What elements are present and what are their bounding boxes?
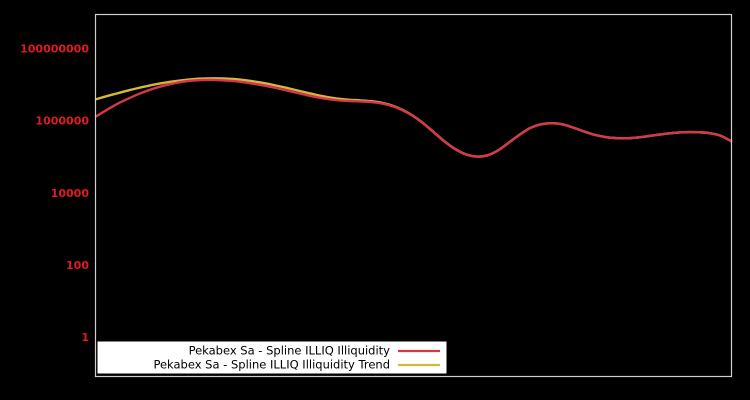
y-axis-tick-3: 1000000 — [35, 115, 89, 128]
series-line-0 — [94, 78, 733, 158]
legend-label-1[interactable]: Pekabex Sa - Spline ILLIQ Illiquidity Tr… — [153, 358, 390, 372]
legend-background — [97, 341, 447, 374]
chart-legend[interactable]: Pekabex Sa - Spline ILLIQ IlliquidityPek… — [97, 341, 447, 374]
y-axis-tick-0: 1 — [81, 331, 89, 344]
data-series-group — [94, 77, 733, 158]
plot-frame — [94, 13, 733, 378]
y-axis-tick-4: 100000000 — [20, 43, 89, 56]
y-axis-tick-labels: 1 100 10000 1000000 100000000 — [20, 43, 89, 344]
y-axis-tick-2: 10000 — [51, 187, 90, 200]
y-axis-tick-1: 100 — [66, 259, 89, 272]
legend-label-0[interactable]: Pekabex Sa - Spline ILLIQ Illiquidity — [189, 344, 391, 358]
